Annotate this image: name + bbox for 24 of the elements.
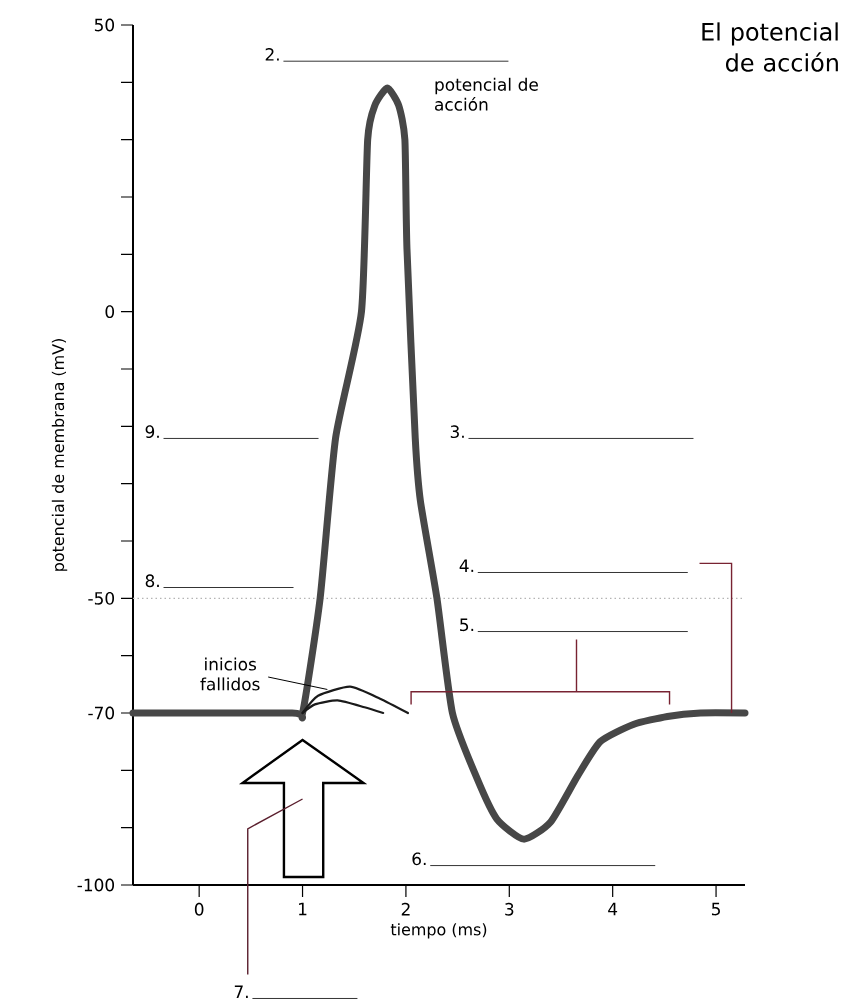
x-tick-label: 5 (711, 902, 720, 916)
annotation: 9. (145, 425, 159, 439)
x-tick-label: 2 (401, 902, 410, 916)
x-tick-label: 3 (505, 902, 514, 916)
chart-title: El potencial de acción (702, 22, 838, 72)
x-tick-label: 0 (194, 902, 204, 916)
annotation: 6. (412, 852, 426, 866)
x-tick-label: 4 (608, 902, 618, 916)
y-tick-label: -70 (88, 706, 115, 720)
annotation: 4. (459, 559, 474, 572)
y-axis-title: potencial de membrana (mV) (51, 339, 68, 571)
annotation: 5. (460, 618, 474, 632)
x-axis-title: tiempo (ms) (390, 923, 487, 939)
y-tick-label: -100 (77, 878, 115, 892)
annotation: 3. (450, 425, 464, 439)
x-tick-label: 1 (299, 902, 307, 916)
annotation: inicios fallidos (200, 657, 260, 691)
annotation: 8. (145, 574, 159, 588)
text: 7. (234, 985, 248, 998)
y-tick-label: -50 (88, 591, 115, 605)
annotation: 2. (265, 48, 279, 61)
annotation: potencial de acción (435, 77, 538, 111)
y-tick-label: 50 (94, 18, 115, 32)
y-tick-label: 0 (105, 305, 115, 319)
